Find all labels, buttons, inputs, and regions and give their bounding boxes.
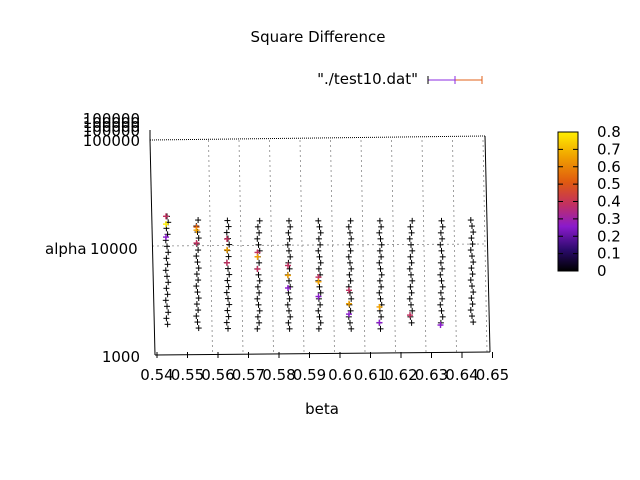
data-column	[223, 217, 233, 332]
data-column	[193, 217, 202, 332]
data-column	[162, 213, 172, 328]
x-tick-label: 0.56	[201, 366, 234, 384]
grid	[151, 139, 489, 353]
colorbar-tick-label: 0	[597, 262, 607, 280]
colorbar-ticks: 00.10.20.30.40.50.60.70.8	[558, 123, 621, 280]
data-column	[406, 217, 416, 326]
grid-line-x	[482, 139, 488, 353]
grid-line-x	[269, 139, 274, 353]
x-tick-label: 0.57	[232, 366, 265, 384]
x-tick-label: 0.63	[415, 366, 448, 384]
grid-line-x	[360, 139, 366, 353]
y-tick-label: 10000	[90, 240, 138, 258]
x-tick-label: 0.64	[445, 366, 478, 384]
y-tick-label: 100000	[83, 132, 140, 150]
x-tick-label: 0.58	[262, 366, 295, 384]
colorbar-tick-label: 0.5	[597, 175, 621, 193]
data-column	[437, 217, 446, 329]
y-tick-label-overlap: 100000	[83, 118, 140, 136]
y-tick-label-overlap: 100000	[83, 110, 140, 128]
y-axis-label: alpha	[45, 240, 87, 258]
y-tick-label: 1000	[102, 348, 140, 366]
grid-line-x	[299, 139, 305, 353]
x-tick-label: 0.54	[140, 366, 173, 384]
data-column	[284, 217, 294, 332]
x-ticks: 0.540.550.560.570.580.59 0.6 0.610.620.630…	[140, 352, 509, 384]
data-column	[376, 217, 385, 332]
data-points	[162, 213, 477, 332]
y-axis-line	[149, 139, 156, 356]
legend-sample	[427, 76, 483, 84]
y-tick-label-overlap: 100000	[83, 114, 140, 132]
legend-label: "./test10.dat"	[317, 70, 418, 88]
grid-line-x	[421, 139, 427, 353]
colorbar-tick-label: 0.2	[597, 227, 621, 245]
grid-line-y	[151, 243, 489, 247]
colorbar-tick-label: 0.6	[597, 158, 621, 176]
x-tick-label: 0.61	[354, 366, 387, 384]
grid-line-x	[330, 139, 335, 353]
x-tick-label: 0.55	[171, 366, 204, 384]
x-tick-label: 0.65	[476, 366, 509, 384]
chart-title: Square Difference	[251, 28, 386, 46]
colorbar-tick-label: 0.3	[597, 210, 621, 228]
grid-line-x	[391, 139, 396, 353]
x-tick-label: 0.62	[384, 366, 417, 384]
frame-right	[484, 135, 491, 353]
colorbar-tick-label: 0.1	[597, 245, 621, 263]
colorbar-tick-label: 0.8	[597, 123, 621, 141]
grid-line-x	[452, 139, 457, 353]
axes	[149, 130, 491, 356]
x-tick-label: 0.59	[293, 366, 326, 384]
x-tick-label: 0.6	[328, 366, 352, 384]
data-column	[467, 217, 477, 326]
colorbar-tick-label: 0.4	[597, 193, 621, 211]
x-axis-label: beta	[305, 400, 339, 418]
data-column	[315, 217, 324, 332]
grid-line-x	[208, 139, 213, 353]
data-column	[254, 217, 263, 332]
grid-line-x	[238, 139, 244, 353]
x-axis-line	[154, 351, 491, 356]
y-tick-label-overlap: 100000	[83, 122, 140, 140]
frame-top	[149, 135, 486, 141]
colorbar-tick-label: 0.7	[597, 140, 621, 158]
data-column	[345, 217, 355, 332]
